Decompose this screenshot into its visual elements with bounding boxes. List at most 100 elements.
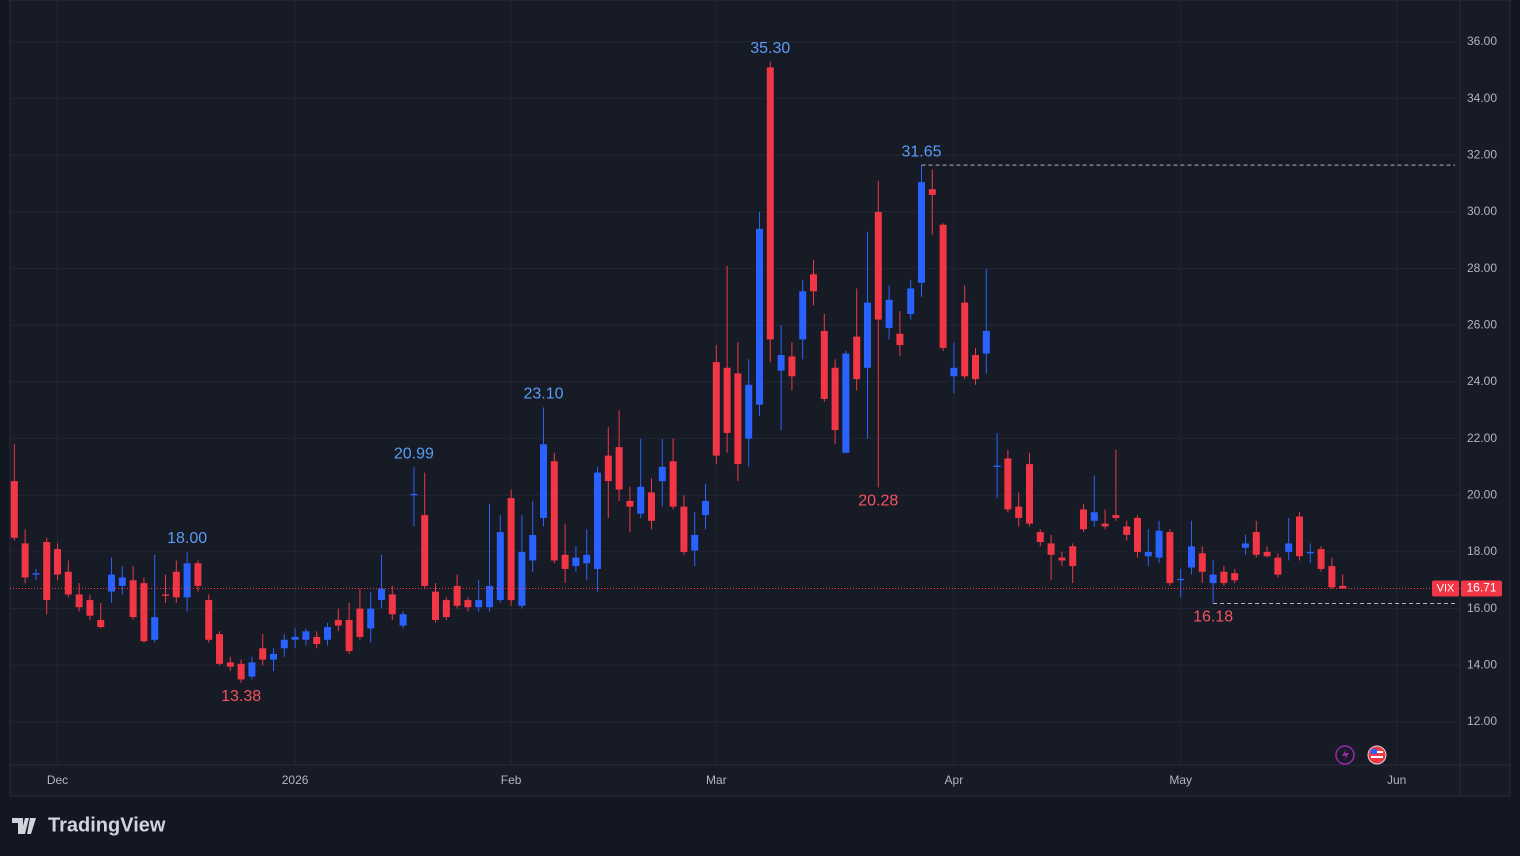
symbol-tag-label: VIX <box>1437 582 1455 594</box>
candle-body <box>615 447 623 490</box>
candle-body <box>1144 551 1152 557</box>
x-tick-label: Mar <box>706 773 727 787</box>
candle-body <box>648 492 656 521</box>
candle-body <box>831 367 839 431</box>
candle-body <box>1166 532 1174 584</box>
y-tick-label: 18.00 <box>1467 544 1497 558</box>
candle-body <box>475 600 483 608</box>
candle-body <box>172 571 180 598</box>
y-tick-label: 22.00 <box>1467 431 1497 445</box>
candle-body <box>75 594 83 608</box>
flag-stripe <box>1371 756 1383 758</box>
candle-body <box>1112 515 1120 518</box>
candle-body <box>745 384 753 439</box>
candle-body <box>1339 585 1347 589</box>
candle-body <box>1274 557 1282 575</box>
candle-body <box>788 356 796 377</box>
candle-body <box>1198 553 1206 572</box>
candle-body <box>572 557 580 567</box>
price-tag <box>1461 580 1502 597</box>
candle-body <box>1123 526 1131 535</box>
candle-body <box>1015 506 1023 518</box>
candle-body <box>345 619 353 652</box>
candle-body <box>399 614 407 626</box>
x-tick-label: Jun <box>1387 773 1406 787</box>
candle-body <box>1177 578 1185 581</box>
candle-body <box>205 600 213 640</box>
y-tick-label: 30.00 <box>1467 204 1497 218</box>
country-flag-icon[interactable] <box>1367 745 1387 765</box>
candle-body <box>1004 458 1012 510</box>
y-tick-label: 36.00 <box>1467 34 1497 48</box>
y-tick-label: 14.00 <box>1467 657 1497 671</box>
candle-body <box>691 534 699 551</box>
candle-body <box>259 648 267 660</box>
candle-body <box>971 355 979 380</box>
lightning-glyph <box>1342 749 1349 761</box>
candle-body <box>712 362 720 456</box>
candle-body <box>1220 571 1228 584</box>
candle-body <box>162 594 170 596</box>
candle-body <box>1328 566 1336 588</box>
candle-body <box>766 67 774 340</box>
candle-body <box>388 594 396 615</box>
candle-body <box>43 542 51 601</box>
candle-body <box>561 554 569 569</box>
candle-body <box>453 585 461 606</box>
x-tick-label: May <box>1169 773 1192 787</box>
candle-body <box>421 515 429 586</box>
candle-body <box>1101 523 1109 527</box>
y-tick-label: 24.00 <box>1467 374 1497 388</box>
candle-body <box>907 288 915 314</box>
footer[interactable]: TradingView <box>12 814 166 836</box>
candle-body <box>820 330 828 399</box>
candle-body <box>755 228 763 405</box>
low-label: 13.38 <box>221 688 261 705</box>
candles <box>10 61 1460 683</box>
candle-body <box>842 353 850 453</box>
candle-body <box>194 563 202 586</box>
candle-body <box>129 580 137 618</box>
candle-body <box>702 500 710 516</box>
candle-body <box>723 367 731 433</box>
candle-body <box>939 224 947 348</box>
candle-body <box>140 583 148 642</box>
candle-body <box>594 472 602 569</box>
candle-body <box>950 367 958 377</box>
candle-body <box>248 662 256 677</box>
flag-canton <box>1371 749 1377 754</box>
icons[interactable] <box>1335 745 1387 765</box>
low-label: 16.18 <box>1193 609 1233 626</box>
candle-body <box>270 653 278 660</box>
candle-body <box>10 481 18 538</box>
candle-body <box>961 302 969 377</box>
candle-body <box>1285 543 1293 552</box>
candle-body <box>777 355 785 371</box>
candle-body <box>583 554 591 564</box>
candle-body <box>1295 516 1303 557</box>
candle-body <box>637 486 645 514</box>
candle-body <box>442 600 450 618</box>
candle-body <box>86 600 94 616</box>
candle-body <box>108 574 116 592</box>
candle-body <box>896 333 904 346</box>
brand-logo <box>12 818 36 834</box>
candle-body <box>885 299 893 329</box>
candle-body <box>1069 546 1077 567</box>
candle-body <box>809 274 817 292</box>
candle-body <box>1252 532 1260 555</box>
candle-body <box>496 532 504 601</box>
y-tick-label: 32.00 <box>1467 147 1497 161</box>
candle-body <box>626 500 634 507</box>
candle-body <box>378 588 386 601</box>
candle-body <box>464 600 472 608</box>
candle-body <box>313 636 321 645</box>
brand-name[interactable]: TradingView <box>48 814 166 836</box>
candle-body <box>183 563 191 598</box>
alert-icon[interactable] <box>1335 745 1355 765</box>
candle-body <box>302 631 310 640</box>
chart-border <box>9 0 1511 797</box>
candle-body <box>550 461 558 561</box>
candle-body <box>1241 543 1249 548</box>
